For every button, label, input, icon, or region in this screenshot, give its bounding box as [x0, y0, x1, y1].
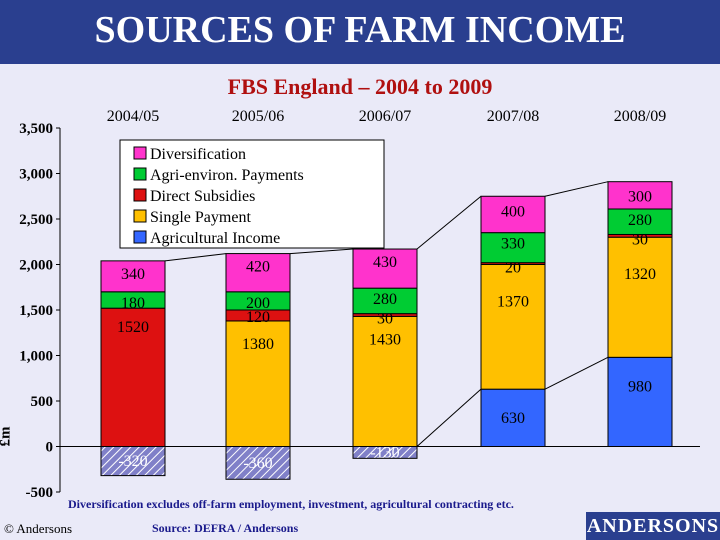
- bar-value-label: 340: [121, 266, 145, 283]
- bar-segment: [607, 356, 673, 448]
- y-axis-label: £m: [0, 426, 14, 447]
- bar-value-label: 630: [501, 410, 525, 427]
- connector-line: [164, 253, 227, 262]
- legend-item-label: Agri-environ. Payments: [150, 167, 304, 184]
- bar-value-label: 120: [246, 309, 270, 326]
- bar-segment: [607, 208, 673, 235]
- bar-value-label: 330: [501, 236, 525, 253]
- x-category-label: 2007/08: [487, 108, 539, 125]
- bar-value-label: 20: [505, 260, 521, 277]
- chart-title: FBS England – 2004 to 2009: [227, 74, 493, 99]
- bar-value-label: 280: [373, 291, 397, 308]
- bar-segment: [352, 315, 418, 447]
- bar-value-label: 30: [377, 311, 393, 328]
- brand-logo: ANDERSONS: [586, 512, 720, 540]
- legend-swatch: [133, 167, 147, 181]
- bar-value-label: 200: [246, 295, 270, 312]
- bar-value-label: 1430: [369, 331, 401, 348]
- y-tick-label: 1,000: [19, 349, 53, 365]
- bar-segment: [225, 446, 291, 480]
- copyright: © Andersons: [4, 521, 73, 536]
- bar-value-label: 420: [246, 259, 270, 276]
- y-tick-label: 2,500: [19, 212, 53, 228]
- legend-item-label: Single Payment: [150, 209, 251, 226]
- footnote: Diversification excludes off-farm employ…: [68, 497, 514, 511]
- bar-value-label: 400: [501, 203, 525, 220]
- legend-swatch: [133, 209, 147, 223]
- bar-value-label: 430: [373, 254, 397, 271]
- bar-segment: [225, 253, 291, 293]
- source-note: Source: DEFRA / Andersons: [152, 521, 299, 535]
- bar-segment: [607, 181, 673, 210]
- x-category-label: 2006/07: [359, 108, 411, 125]
- y-tick-label: 500: [31, 394, 54, 410]
- bar-value-label: 180: [121, 295, 145, 312]
- bar-value-label: -360: [243, 455, 272, 472]
- connector-line: [544, 356, 609, 390]
- bar-segment: [480, 264, 546, 390]
- bar-segment: [100, 260, 166, 293]
- legend-item-label: Direct Subsidies: [150, 188, 255, 205]
- bar-segment: [100, 446, 166, 477]
- bar-value-label: -130: [370, 444, 399, 461]
- bar-value-label: 280: [628, 212, 652, 229]
- bar-value-label: 980: [628, 378, 652, 395]
- legend-box: [119, 139, 385, 249]
- bar-segment: [607, 236, 673, 358]
- x-category-label: 2008/09: [614, 108, 666, 125]
- bar-value-label: 30: [632, 231, 648, 248]
- connector-line: [416, 388, 482, 447]
- page-title: SOURCES OF FARM INCOME: [94, 9, 626, 51]
- connector-line: [289, 248, 354, 255]
- y-tick-label: 2,000: [19, 258, 53, 274]
- bar-segment: [352, 248, 418, 289]
- legend-swatch: [133, 230, 147, 244]
- legend-swatch: [133, 146, 147, 160]
- bar-value-label: 1380: [242, 336, 274, 353]
- y-tick-label: 3,000: [19, 167, 53, 183]
- legend-item-label: Agricultural Income: [150, 230, 280, 247]
- y-tick-label: 3,500: [19, 121, 53, 137]
- bar-value-label: 300: [628, 189, 652, 206]
- bar-value-label: 1320: [624, 266, 656, 283]
- x-category-label: 2004/05: [107, 108, 159, 125]
- bar-segment: [480, 388, 546, 448]
- title-bar: [0, 0, 720, 64]
- connector-line: [544, 181, 609, 197]
- bar-value-label: 1520: [117, 319, 149, 336]
- y-tick-label: -500: [26, 485, 54, 501]
- legend-item-label: Diversification: [150, 146, 246, 163]
- bar-segment: [225, 320, 291, 448]
- y-tick-label: 0: [46, 440, 54, 456]
- bar-segment: [100, 307, 166, 447]
- bar-segment: [480, 195, 546, 234]
- connector-line: [416, 195, 482, 250]
- legend-swatch: [133, 188, 147, 202]
- y-tick-label: 1,500: [19, 303, 53, 319]
- bar-value-label: -320: [118, 453, 147, 470]
- bar-value-label: 1370: [497, 294, 529, 311]
- x-category-label: 2005/06: [232, 108, 284, 125]
